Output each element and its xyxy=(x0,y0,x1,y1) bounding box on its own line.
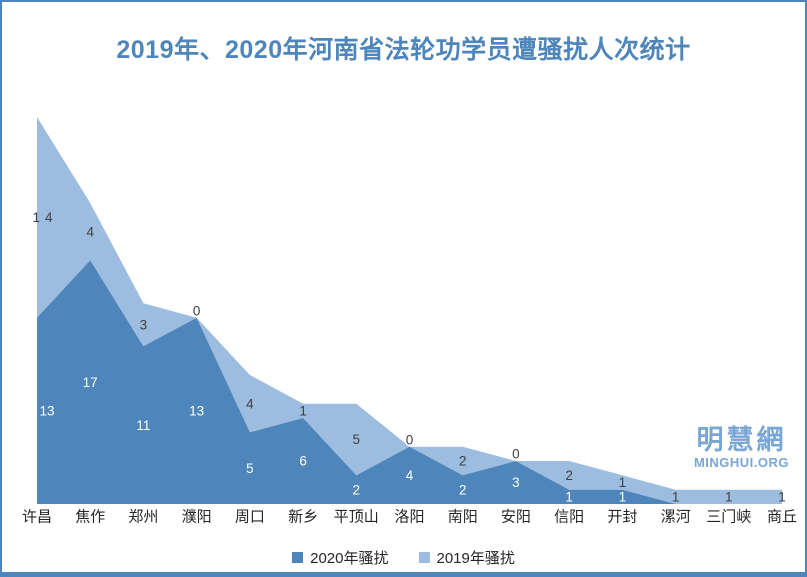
minghui-watermark: 明慧網 MINGHUI.ORG xyxy=(694,425,789,471)
x-axis-label: 商丘 xyxy=(767,508,797,525)
value-label-2020: 1 xyxy=(565,490,573,505)
value-label-2020: 3 xyxy=(512,475,520,490)
legend-item-2020: 2020年骚扰 xyxy=(292,547,389,568)
frame-bottom-bar xyxy=(2,572,805,577)
value-label-2020: 5 xyxy=(246,461,254,476)
value-label-2020: 13 xyxy=(189,404,204,419)
value-label-2019: 1 xyxy=(299,404,307,419)
value-label-2019: 2 xyxy=(565,468,573,483)
x-axis-label: 三门峡 xyxy=(706,508,751,525)
value-label-2020: 11 xyxy=(136,418,150,433)
value-label-2019: 1 xyxy=(672,490,680,505)
minghui-logo-cn: 明慧網 xyxy=(696,425,787,455)
value-label-2019: 1 xyxy=(619,475,627,490)
value-label-2020: 17 xyxy=(83,375,98,390)
value-label-2019: 4 xyxy=(86,224,94,239)
value-label-2020: 1 xyxy=(619,490,627,505)
value-label-2019: 1 xyxy=(778,490,786,505)
value-label-2019: 5 xyxy=(353,432,361,447)
value-label-2020: 4 xyxy=(406,468,414,483)
x-axis-label: 南阳 xyxy=(448,508,478,525)
legend-label-2019: 2019年骚扰 xyxy=(436,550,515,567)
legend-label-2020: 2020年骚扰 xyxy=(310,550,389,567)
value-label-2019: 14 xyxy=(32,210,57,225)
value-label-2020: 2 xyxy=(353,482,361,497)
value-label-2020: 2 xyxy=(459,482,467,497)
x-axis-label: 濮阳 xyxy=(182,508,212,525)
value-label-2020: 13 xyxy=(39,404,54,419)
x-axis-label: 洛阳 xyxy=(394,508,424,525)
value-label-2020: 6 xyxy=(299,454,307,469)
x-axis-label: 开封 xyxy=(607,508,637,525)
value-label-2019: 0 xyxy=(406,432,414,447)
value-label-2019: 2 xyxy=(459,454,467,469)
area-2020 xyxy=(37,260,782,504)
value-label-2019: 1 xyxy=(725,490,733,505)
legend-color-2019 xyxy=(418,552,430,563)
x-axis-label: 焦作 xyxy=(75,508,105,525)
value-label-2019: 3 xyxy=(140,318,148,333)
x-axis-label: 信阳 xyxy=(554,508,584,525)
value-label-2019: 0 xyxy=(512,447,520,462)
chart-legend: 2020年骚扰 2019年骚扰 xyxy=(2,547,805,568)
legend-color-2020 xyxy=(292,552,304,563)
x-axis-label: 周口 xyxy=(235,508,265,525)
chart-title: 2019年、2020年河南省法轮功学员遭骚扰人次统计 xyxy=(116,36,691,64)
value-label-2019: 4 xyxy=(246,396,254,411)
x-axis-label: 许昌 xyxy=(22,508,52,525)
x-axis-label: 新乡 xyxy=(288,508,318,525)
x-axis-label: 平顶山 xyxy=(334,508,379,525)
x-axis-label: 郑州 xyxy=(128,508,158,525)
value-label-2019: 0 xyxy=(193,303,201,318)
x-axis-label: 漯河 xyxy=(661,508,691,525)
legend-item-2019: 2019年骚扰 xyxy=(418,547,515,568)
x-axis-label: 安阳 xyxy=(501,508,531,525)
minghui-logo-en: MINGHUI.ORG xyxy=(693,455,789,471)
